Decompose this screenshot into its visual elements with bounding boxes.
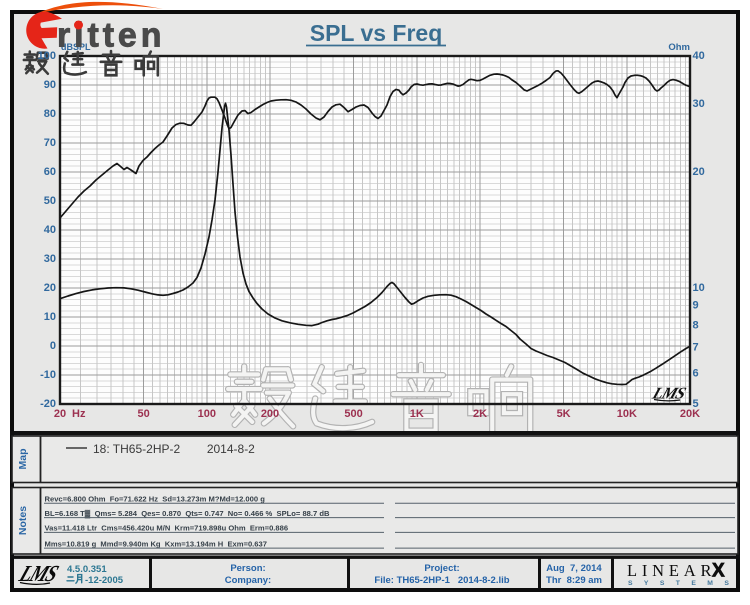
svg-text:LMS: LMS <box>649 384 688 402</box>
svg-text:90: 90 <box>44 79 56 91</box>
svg-text:Map: Map <box>17 449 29 470</box>
svg-text:70: 70 <box>44 137 56 149</box>
svg-text:-20: -20 <box>40 398 56 410</box>
svg-text:20K: 20K <box>680 408 700 420</box>
svg-text:200: 200 <box>261 408 279 420</box>
svg-text:100: 100 <box>38 50 56 62</box>
svg-text:X: X <box>712 561 725 582</box>
svg-text:9: 9 <box>693 300 699 312</box>
svg-text:2K: 2K <box>473 408 487 420</box>
svg-text:SPL vs Freq: SPL vs Freq <box>310 20 443 46</box>
svg-text:50: 50 <box>137 408 149 420</box>
svg-text:18: TH65-2HP-2 2014-8-2: 18: TH65-2HP-2 2014-8-2 <box>93 442 255 456</box>
svg-text:40: 40 <box>44 224 56 236</box>
svg-text:8: 8 <box>693 319 699 331</box>
svg-text:dBSPL: dBSPL <box>61 42 91 52</box>
svg-text:500: 500 <box>344 408 362 420</box>
svg-text:-12-2005: -12-2005 <box>85 575 124 586</box>
svg-text:4.5.0.351: 4.5.0.351 <box>67 564 107 575</box>
svg-text:BL=6.168 T▓ Qms= 5.284 Qes=: BL=6.168 T▓ Qms= 5.284 Qes= 0.870 Qts= 0… <box>45 509 330 519</box>
svg-text:File: TH65-2HP-1 2014-8-2.li: File: TH65-2HP-1 2014-8-2.lib <box>374 575 509 586</box>
svg-text:Thr 8:29 am: Thr 8:29 am <box>546 575 602 586</box>
svg-text:60: 60 <box>44 166 56 178</box>
svg-text:-10: -10 <box>40 369 56 381</box>
svg-text:ritten: ritten <box>57 17 165 55</box>
svg-text:0: 0 <box>50 340 56 352</box>
svg-text:10K: 10K <box>617 408 637 420</box>
svg-text:Ohm: Ohm <box>668 42 690 53</box>
svg-text:6: 6 <box>693 368 699 380</box>
svg-text:7: 7 <box>693 342 699 354</box>
svg-text:10: 10 <box>44 311 56 323</box>
svg-text:Vas=11.418 Ltr Cms=456.420u M: Vas=11.418 Ltr Cms=456.420u M/N Krm=719.… <box>45 524 289 533</box>
svg-text:Revc=6.800 Ohm Fo=71.622 Hz: Revc=6.800 Ohm Fo=71.622 Hz Sd=13.273m M… <box>45 494 266 503</box>
svg-text:20: 20 <box>54 408 66 420</box>
svg-text:Project:: Project: <box>424 563 459 574</box>
svg-text:Mms=10.819 g Mmd=9.940m Kg K: Mms=10.819 g Mmd=9.940m Kg Kxm=13.194m H… <box>45 539 267 548</box>
svg-text:Hz: Hz <box>72 408 86 420</box>
svg-text:20: 20 <box>44 282 56 294</box>
svg-text:Notes: Notes <box>17 506 29 535</box>
svg-text:80: 80 <box>44 108 56 120</box>
svg-text:40: 40 <box>693 50 705 62</box>
svg-text:Company:: Company: <box>225 575 271 586</box>
svg-text:100: 100 <box>198 408 216 420</box>
svg-text:5: 5 <box>693 398 699 410</box>
svg-text:1K: 1K <box>410 408 424 420</box>
svg-text:30: 30 <box>44 253 56 265</box>
svg-text:LINEAR: LINEAR <box>627 561 716 580</box>
svg-text:5K: 5K <box>557 408 571 420</box>
svg-text:10: 10 <box>693 282 705 294</box>
svg-text:30: 30 <box>693 98 705 110</box>
svg-text:50: 50 <box>44 195 56 207</box>
svg-text:Person:: Person: <box>230 563 265 574</box>
svg-text:Aug 7, 2014: Aug 7, 2014 <box>546 563 602 574</box>
svg-text:20: 20 <box>693 166 705 178</box>
svg-text:SYSTEMS: SYSTEMS <box>628 580 740 587</box>
